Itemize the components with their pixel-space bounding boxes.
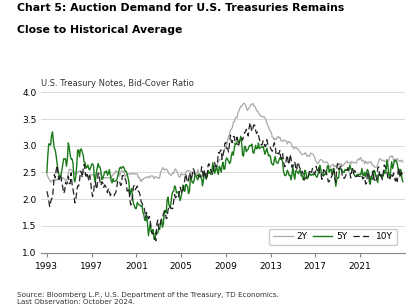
5Y [45, 170, 50, 174]
Text: Close to Historical Average: Close to Historical Average [17, 25, 182, 34]
10Y [154, 239, 159, 243]
Text: U.S. Treasury Notes, Bid-Cover Ratio: U.S. Treasury Notes, Bid-Cover Ratio [41, 79, 194, 88]
Text: Source: Bloomberg L.P., U.S. Department of the Treasury, TD Economics.
Last Obse: Source: Bloomberg L.P., U.S. Department … [17, 292, 278, 305]
2Y [238, 104, 243, 108]
2Y [115, 170, 120, 174]
Text: Chart 5: Auction Demand for U.S. Treasuries Remains: Chart 5: Auction Demand for U.S. Treasur… [17, 3, 344, 13]
5Y [300, 173, 305, 177]
5Y [293, 169, 298, 172]
2Y [242, 101, 247, 105]
Line: 10Y: 10Y [47, 123, 403, 241]
Line: 2Y: 2Y [47, 103, 403, 182]
5Y [152, 237, 157, 241]
Legend: 2Y, 5Y, 10Y: 2Y, 5Y, 10Y [269, 229, 396, 245]
10Y [300, 169, 305, 173]
10Y [45, 189, 50, 193]
10Y [275, 151, 280, 155]
2Y [156, 177, 161, 180]
10Y [156, 227, 161, 231]
2Y [400, 160, 405, 164]
10Y [114, 186, 119, 189]
5Y [115, 174, 120, 178]
Line: 5Y: 5Y [47, 132, 403, 239]
5Y [157, 228, 162, 231]
10Y [247, 121, 252, 124]
2Y [275, 135, 280, 138]
2Y [293, 145, 298, 149]
10Y [400, 171, 405, 175]
5Y [400, 180, 405, 184]
5Y [50, 130, 55, 134]
10Y [238, 136, 243, 140]
5Y [275, 161, 280, 165]
2Y [45, 172, 50, 175]
2Y [48, 180, 53, 184]
10Y [293, 166, 298, 170]
2Y [300, 153, 305, 156]
5Y [239, 141, 244, 145]
